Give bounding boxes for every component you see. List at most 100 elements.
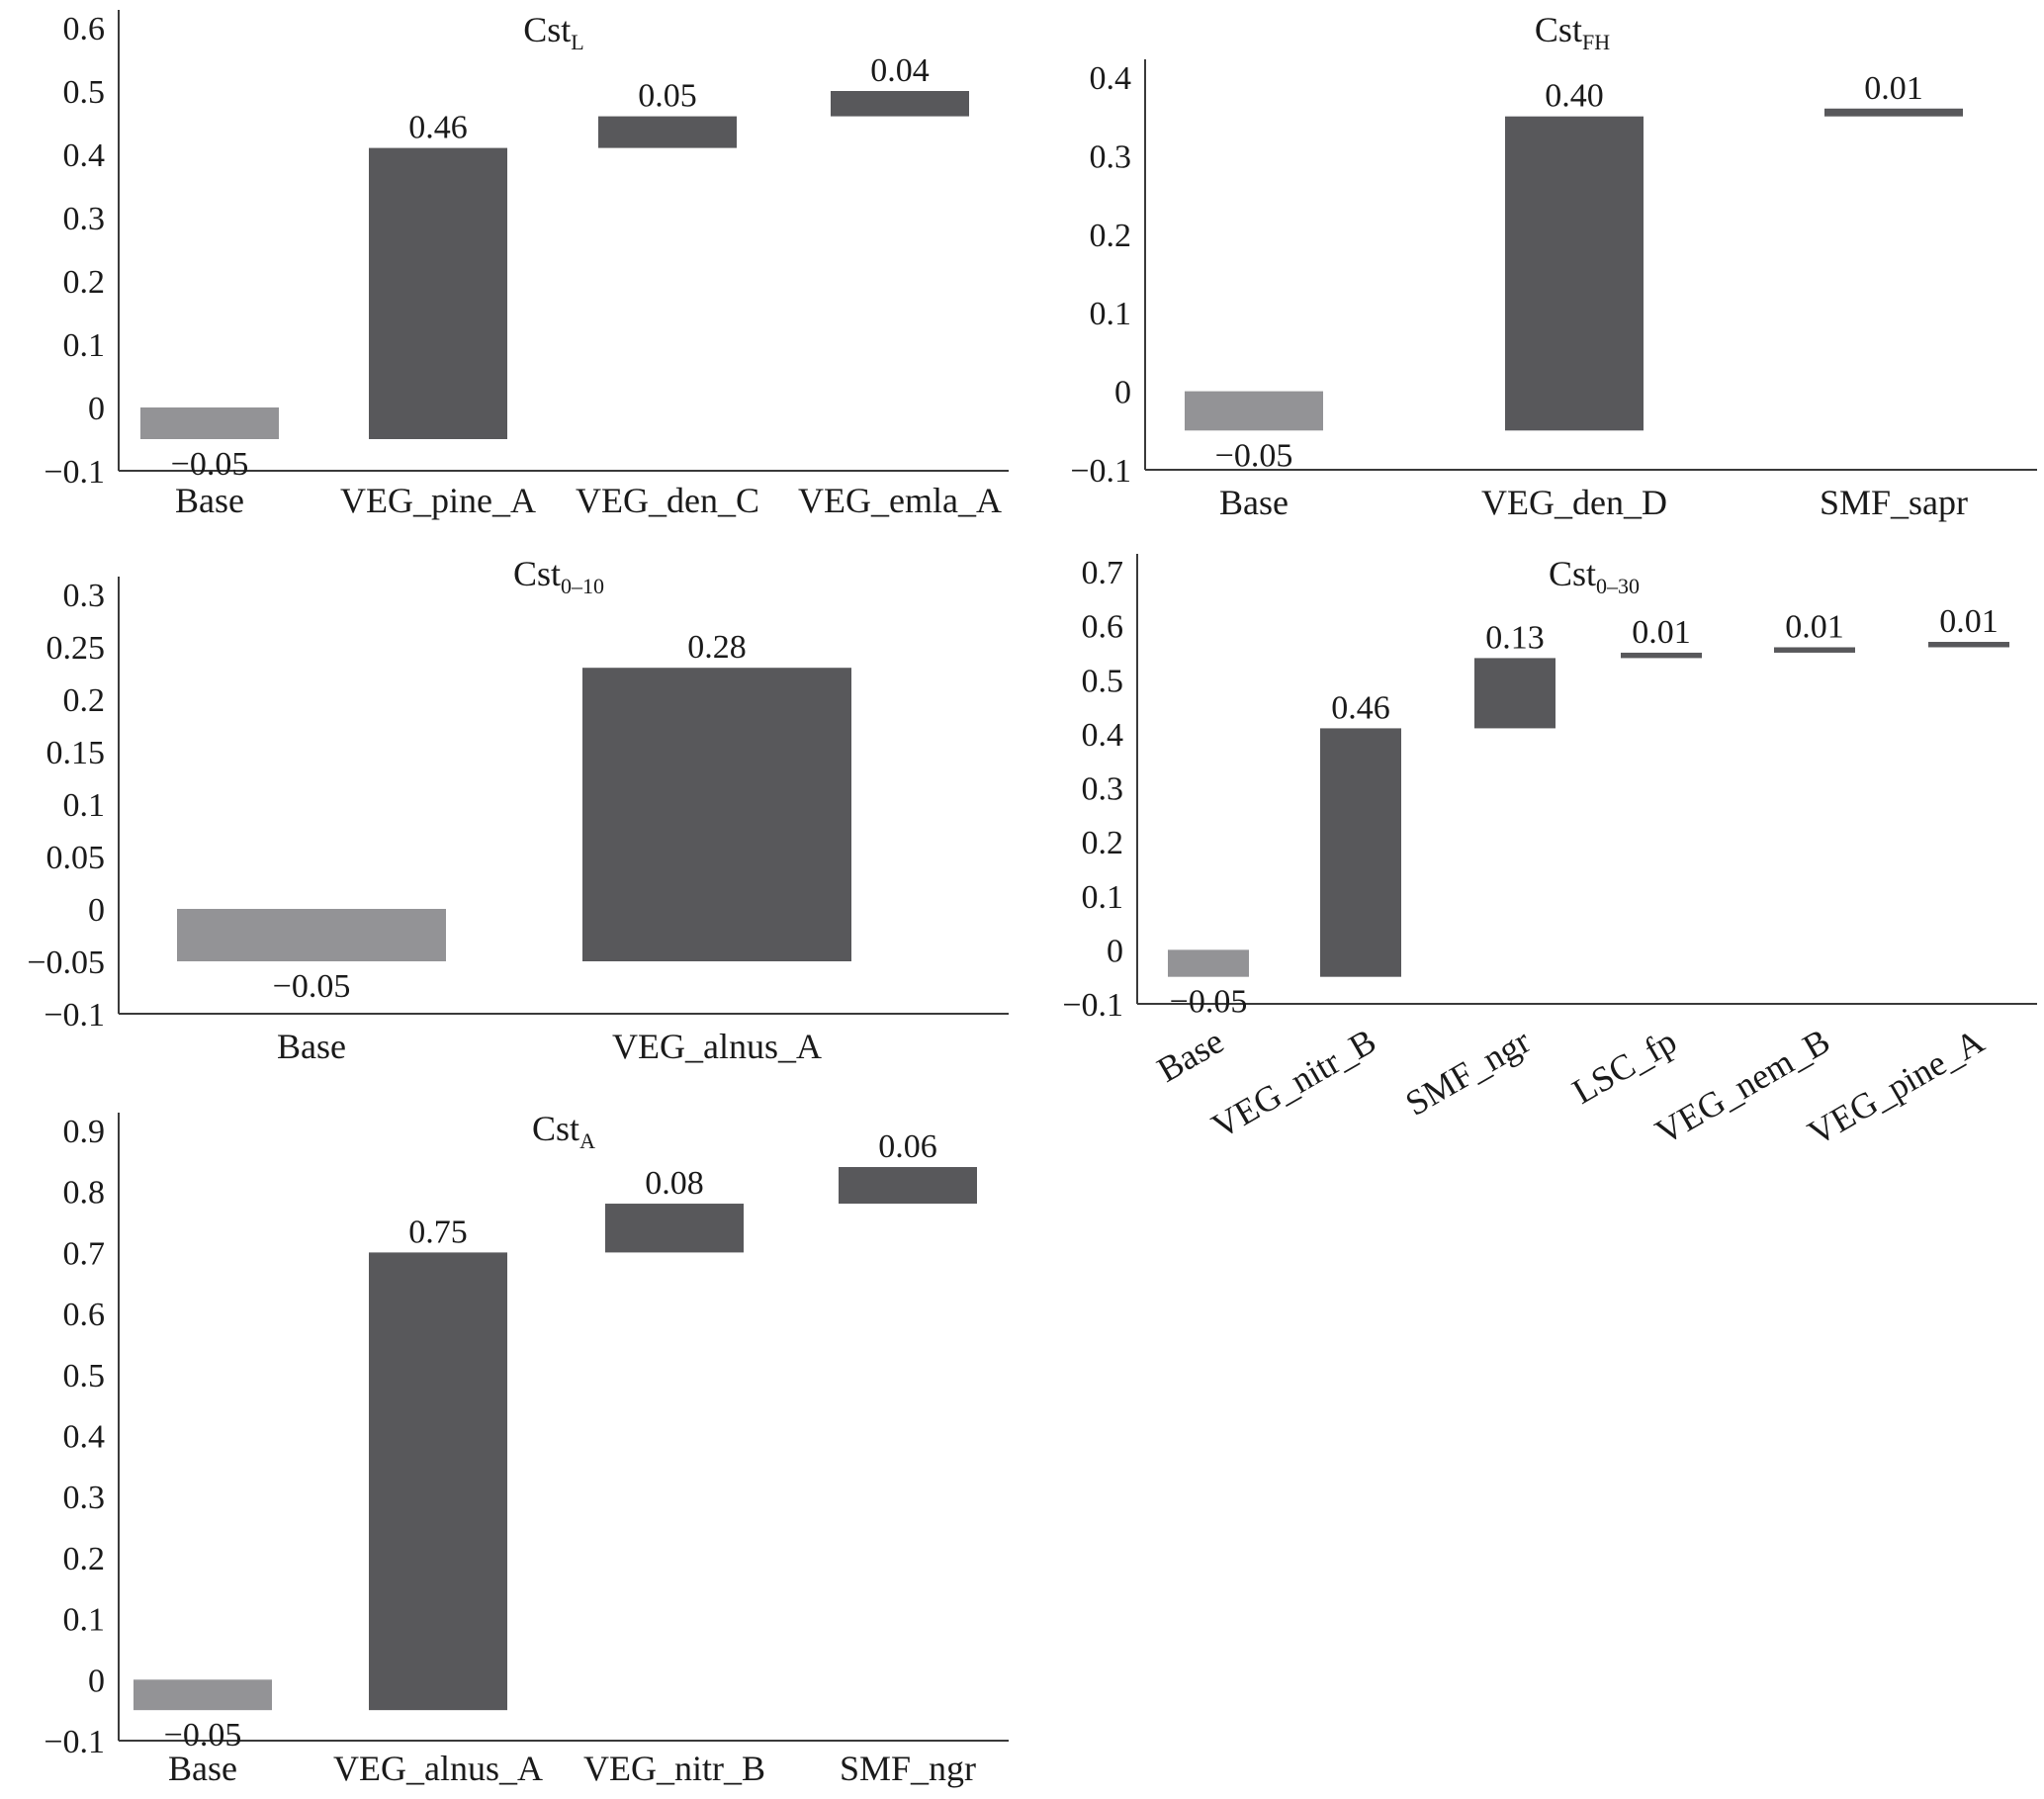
y-tick-label: 0.1 xyxy=(63,787,106,824)
data-label: 0.01 xyxy=(1785,608,1844,645)
category-label: VEG_alnus_A xyxy=(333,1749,543,1788)
y-tick-label: 0 xyxy=(1107,933,1123,969)
y-tick-label: 0.8 xyxy=(63,1175,106,1212)
y-tick-label: 0.2 xyxy=(63,264,106,301)
y-tick-label: 0.1 xyxy=(1082,879,1124,916)
chart-title: CstA xyxy=(532,1109,595,1153)
data-label: −0.05 xyxy=(171,446,249,483)
y-tick-label: 0.5 xyxy=(63,1358,106,1394)
base-bar xyxy=(1185,391,1323,431)
y-tick-label: 0.2 xyxy=(1082,825,1124,861)
y-tick-label: 0.3 xyxy=(63,201,106,237)
category-label: Base xyxy=(277,1027,346,1066)
data-label: 0.46 xyxy=(1331,689,1390,726)
y-tick-label: 0.15 xyxy=(46,735,106,771)
y-tick-label: 0.3 xyxy=(1082,771,1124,808)
data-label: −0.05 xyxy=(1170,984,1248,1021)
y-tick-label: 0.7 xyxy=(63,1235,106,1272)
category-label: SMF_ngr xyxy=(840,1749,976,1788)
category-label: VEG_emla_A xyxy=(798,481,1002,520)
step-bar xyxy=(369,147,507,439)
y-tick-label: 0.05 xyxy=(46,840,106,876)
data-label: 0.13 xyxy=(1485,619,1545,656)
y-tick-label: −0.1 xyxy=(44,997,105,1034)
base-bar xyxy=(1168,949,1249,977)
category-label: VEG_den_C xyxy=(576,481,759,520)
y-tick-label: 0 xyxy=(88,391,105,427)
category-label: SMF_ngr xyxy=(1398,1021,1537,1124)
y-tick-label: −0.1 xyxy=(44,454,105,491)
y-tick-label: 0.6 xyxy=(1082,609,1124,646)
chart-panel-2: 0.4 0.3 0.2 0.1 0 −0.1 CstFH −0.05 Base 0.40 VEG_d… xyxy=(1070,10,2037,522)
step-bar xyxy=(598,116,737,148)
data-label: 0.06 xyxy=(878,1128,937,1165)
base-bar xyxy=(140,407,279,439)
category-label: Base xyxy=(1150,1021,1230,1090)
category-label: Base xyxy=(168,1749,237,1788)
y-tick-label: 0.2 xyxy=(1090,218,1132,254)
step-bar xyxy=(605,1204,744,1253)
data-label: 0.01 xyxy=(1632,614,1691,651)
y-tick-label: 0.5 xyxy=(63,74,106,111)
y-tick-label: 0 xyxy=(88,1663,105,1699)
category-label: SMF_sapr xyxy=(1820,483,1968,522)
y-tick-label: 0.7 xyxy=(1082,555,1124,591)
category-label: VEG_pine_A xyxy=(340,481,536,520)
base-bar xyxy=(177,909,446,961)
y-tick-label: 0.4 xyxy=(63,1419,106,1456)
base-bar xyxy=(133,1679,272,1711)
y-tick-label: 0.25 xyxy=(46,630,106,667)
chart-panel-5: 0.9 0.8 0.7 0.6 0.5 0.4 0.3 0.2 0.1 0 −0.1 CstA −0.0… xyxy=(44,1109,1009,1788)
y-tick-label: 0.1 xyxy=(63,1602,106,1639)
y-tick-label: 0.2 xyxy=(63,1541,106,1577)
step-bar xyxy=(1774,647,1855,653)
step-bar xyxy=(831,91,969,117)
category-label: VEG_nitr_B xyxy=(583,1749,765,1788)
data-label: 0.08 xyxy=(645,1165,704,1202)
data-label: −0.05 xyxy=(1215,437,1293,474)
chart-title: CstFH xyxy=(1535,10,1610,54)
y-tick-label: 0.3 xyxy=(63,1480,106,1516)
category-label: VEG_alnus_A xyxy=(612,1027,822,1066)
data-label: −0.05 xyxy=(273,968,351,1005)
step-bar xyxy=(369,1252,507,1711)
step-bar xyxy=(1928,642,2009,648)
step-bar xyxy=(1474,658,1555,729)
category-label: VEG_pine_A xyxy=(1802,1021,1991,1153)
data-label: 0.01 xyxy=(1864,70,1923,107)
y-tick-label: 0.3 xyxy=(1090,138,1132,175)
y-tick-label: 0.4 xyxy=(1090,60,1132,97)
chart-title: Cst0–10 xyxy=(513,554,604,598)
step-bar xyxy=(582,668,851,961)
y-tick-label: 0 xyxy=(88,892,105,929)
y-tick-label: 0.9 xyxy=(63,1114,106,1150)
y-tick-label: 0.3 xyxy=(63,578,106,614)
y-tick-label: 0.6 xyxy=(63,11,106,47)
y-tick-label: 0.2 xyxy=(63,682,106,719)
y-tick-label: 0.6 xyxy=(63,1297,106,1333)
data-label: 0.05 xyxy=(638,78,697,115)
category-label: VEG_nitr_B xyxy=(1205,1021,1382,1146)
category-label: VEG_den_D xyxy=(1481,483,1667,522)
y-tick-label: −0.1 xyxy=(1070,453,1131,490)
data-label: 0.28 xyxy=(687,629,747,666)
y-tick-label: 0 xyxy=(1114,375,1131,411)
y-tick-label: 0.1 xyxy=(1090,296,1132,332)
category-label: Base xyxy=(1219,483,1289,522)
step-bar xyxy=(1505,116,1644,431)
y-tick-label: 0.4 xyxy=(1082,717,1124,754)
y-tick-label: 0.4 xyxy=(63,137,106,174)
y-tick-label: 0.1 xyxy=(63,327,106,364)
chart-panel-4: 0.7 0.6 0.5 0.4 0.3 0.2 0.1 0 −0.1 Cst0–30 −0.05Ba… xyxy=(1062,554,2037,1153)
chart-title: Cst0–30 xyxy=(1549,554,1640,598)
y-tick-label: −0.1 xyxy=(44,1724,105,1760)
data-label: 0.04 xyxy=(870,52,930,89)
data-label: 0.40 xyxy=(1545,78,1604,115)
data-label: −0.05 xyxy=(164,1717,242,1754)
category-label: LSC_fp xyxy=(1565,1021,1683,1112)
step-bar xyxy=(1621,652,1702,659)
data-label: 0.75 xyxy=(408,1214,468,1250)
chart-title: CstL xyxy=(523,10,583,54)
